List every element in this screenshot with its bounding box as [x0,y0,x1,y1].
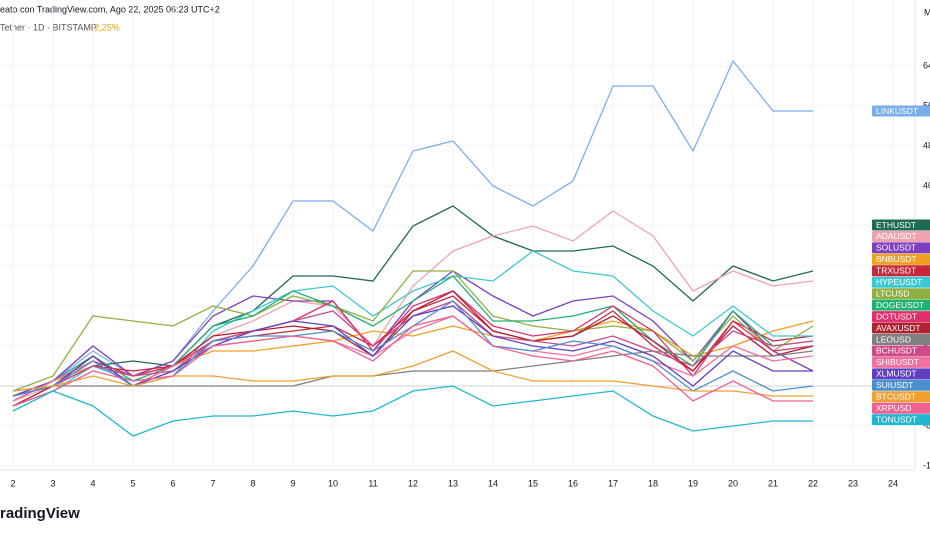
legend-label: ETHUSDT [876,220,916,230]
x-tick-label: 10 [328,478,338,488]
legend-label: AVAXUSDT [876,323,921,333]
x-tick-label: 15 [528,478,538,488]
legend-box [872,253,930,265]
x-tick-label: 21 [768,478,778,488]
legend-label: SOLUSDT [876,243,916,253]
legend-box [872,322,930,334]
legend-label: LEOUSD [876,334,911,344]
y-tick-label: 64 [923,60,930,70]
series-line [12,205,814,397]
legend-box [872,345,930,357]
axis-corner-label: M [924,7,930,17]
series-line [12,350,814,392]
change-text: −2,25% [89,22,120,32]
y-tick-label: -16 [923,460,930,470]
legend-box [872,391,930,403]
x-tick-label: 13 [448,478,458,488]
legend-box [872,379,930,391]
legend-label: BTCUSDT [876,392,916,402]
brand: radingView [0,505,80,522]
legend-box [872,219,930,231]
legend-box [872,311,930,323]
legend-box [872,276,930,288]
legend-label: HYPEUSDT [876,277,922,287]
x-tick-label: 19 [688,478,698,488]
symbol-text: Tether · 1D · BITSTAMP [0,22,97,32]
legend-box [872,368,930,380]
x-tick-label: 22 [808,478,818,488]
y-tick-label: 56 [923,100,930,110]
legend-label: SUIUSDT [876,380,913,390]
x-tick-label: 5 [130,478,135,488]
legend-label: BNBUSDT [876,254,917,264]
x-tick-label: 23 [848,478,858,488]
legend-label: XRPUSD [876,403,911,413]
legend-box [872,334,930,345]
series-line [12,305,813,397]
series-line [12,275,814,402]
x-tick-label: 3 [50,478,55,488]
y-tick-label: 40 [923,180,930,190]
legend-label: TRXUSDT [876,266,916,276]
x-tick-label: 6 [170,478,175,488]
legend-label: ADAUSDT [876,231,917,241]
x-tick-label: 16 [568,478,578,488]
x-tick-label: 12 [408,478,418,488]
legend-label: DOGEUSDT [876,300,924,310]
legend-box [872,402,930,414]
y-tick-label: -8 [923,420,930,430]
y-tick-label: 48 [923,140,930,150]
series-line [12,270,814,392]
x-tick-label: 4 [90,478,95,488]
x-tick-label: 11 [368,478,377,488]
series-line [12,315,813,407]
legend-box [872,356,930,368]
x-tick-label: 24 [888,478,898,488]
legend-label: SHIBUSDT [876,357,919,367]
source-text: eato con TradingView.com, Ago 22, 2025 0… [0,4,220,14]
x-tick-label: 7 [210,478,215,488]
legend-label: DOTUSDT [876,311,917,321]
y-tick-label: 8 [923,340,928,350]
x-tick-label: 14 [488,478,498,488]
series-line [12,385,813,437]
legend-box [872,288,930,300]
legend-box [872,230,930,242]
legend-label: LTCUSD [876,288,909,298]
legend-label: BCHUSDT [876,346,917,356]
legend-box [872,105,930,117]
legend-box [872,299,930,311]
legend-box [872,265,930,277]
x-tick-label: 2 [10,478,15,488]
x-tick-label: 8 [250,478,255,488]
legend-label: LINKUSDT [876,106,918,116]
legend-box [872,414,930,426]
legend-label: XLMUSDT [876,369,917,379]
x-tick-label: 20 [728,478,738,488]
x-tick-label: 9 [290,478,295,488]
legend-box [872,242,930,254]
x-tick-label: 18 [648,478,658,488]
x-tick-label: 17 [608,478,618,488]
legend-label: TONUSDT [876,414,917,424]
